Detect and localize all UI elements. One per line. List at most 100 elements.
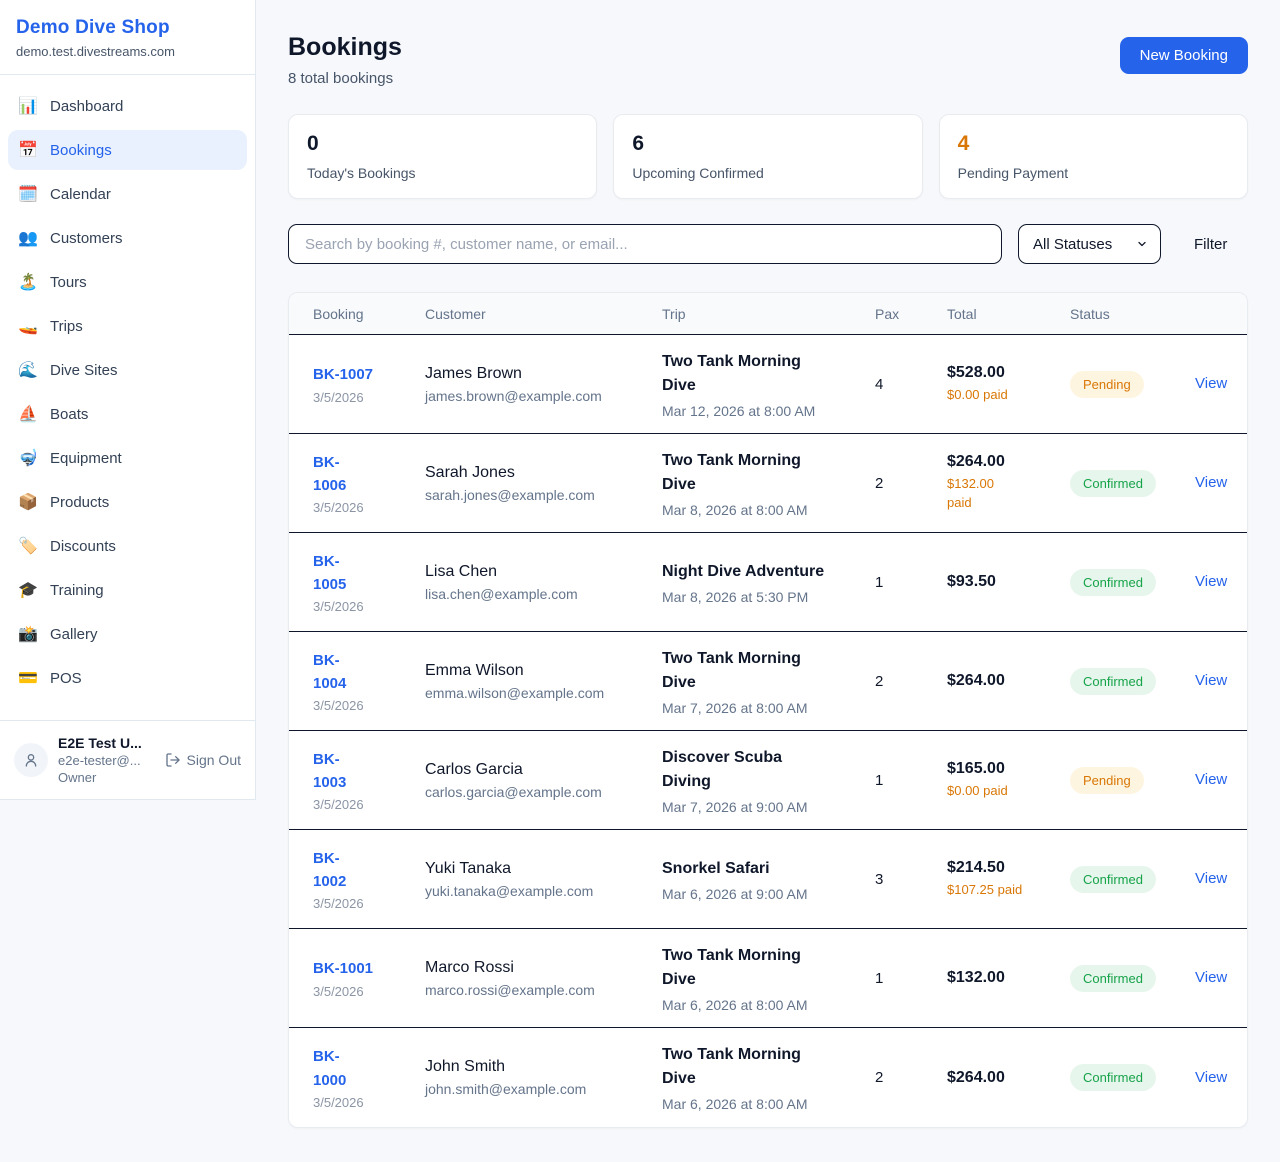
stat-value: 0 xyxy=(307,132,319,155)
booking-date: 3/5/2026 xyxy=(313,599,364,615)
trip-name: Night Dive Adventure xyxy=(662,562,825,580)
trip-datetime: Mar 6, 2026 at 8:00 AM xyxy=(662,1096,808,1112)
view-link[interactable]: View xyxy=(1195,672,1228,689)
search-input[interactable] xyxy=(288,224,1002,264)
sidebar-item-label: Discounts xyxy=(50,537,116,555)
booking-date: 3/5/2026 xyxy=(313,389,364,405)
status-filter-select[interactable]: All Statuses xyxy=(1018,224,1161,264)
sidebar-item-discounts[interactable]: 🏷️ Discounts xyxy=(8,526,247,566)
booking-id-link[interactable]: BK- 1005 xyxy=(313,552,347,593)
sidebar-item-gallery[interactable]: 📸 Gallery xyxy=(8,614,247,654)
column-header-trip: Trip xyxy=(662,305,686,322)
customer-name: Lisa Chen xyxy=(425,562,498,580)
trip-datetime: Mar 7, 2026 at 9:00 AM xyxy=(662,798,808,815)
shop-name[interactable]: Demo Dive Shop xyxy=(16,17,170,38)
column-header-booking: Booking xyxy=(313,305,364,322)
package-icon: 📦 xyxy=(18,494,38,511)
sidebar-item-label: POS xyxy=(50,669,82,687)
trip-datetime: Mar 7, 2026 at 8:00 AM xyxy=(662,699,808,716)
trip-datetime: Mar 8, 2026 at 5:30 PM xyxy=(662,588,809,605)
user-footer: E2E Test U... e2e-tester@... Owner Sign … xyxy=(0,720,255,799)
pax-count: 1 xyxy=(875,969,884,987)
trip-name: Two Tank Morning Dive xyxy=(662,649,801,691)
status-badge: Pending xyxy=(1070,766,1144,794)
view-link[interactable]: View xyxy=(1195,573,1228,590)
booking-date: 3/5/2026 xyxy=(313,698,364,714)
customer-email: emma.wilson@example.com xyxy=(425,684,605,701)
sidebar-item-products[interactable]: 📦 Products xyxy=(8,482,247,522)
sidebar-item-bookings[interactable]: 📅 Bookings xyxy=(8,130,247,170)
customer-email: marco.rossi@example.com xyxy=(425,981,595,998)
sidebar-item-calendar[interactable]: 🗓️ Calendar xyxy=(8,174,247,214)
total-amount: $214.50 xyxy=(947,858,1005,876)
sidebar-item-boats[interactable]: ⛵ Boats xyxy=(8,394,247,434)
new-booking-button[interactable]: New Booking xyxy=(1119,37,1248,74)
sidebar-item-training[interactable]: 🎓 Training xyxy=(8,570,247,610)
customer-name: Yuki Tanaka xyxy=(425,859,511,877)
sidebar-item-label: Boats xyxy=(50,405,89,423)
status-badge: Confirmed xyxy=(1070,964,1156,992)
filter-button[interactable]: Filter xyxy=(1194,235,1228,253)
booking-id-link[interactable]: BK-1001 xyxy=(313,960,374,978)
bookings-table: Booking Customer Trip Pax Total Status B… xyxy=(288,292,1248,1128)
trip-datetime: Mar 8, 2026 at 8:00 AM xyxy=(662,501,808,518)
total-amount: $132.00 xyxy=(947,969,1005,986)
speedboat-icon: 🚤 xyxy=(18,318,38,335)
trip-datetime: Mar 6, 2026 at 9:00 AM xyxy=(662,885,808,902)
sidebar-item-label: Bookings xyxy=(50,141,112,159)
status-badge: Confirmed xyxy=(1070,865,1156,893)
sidebar-item-label: Dive Sites xyxy=(50,361,118,379)
column-header-customer: Customer xyxy=(425,305,486,322)
view-link[interactable]: View xyxy=(1195,1068,1228,1086)
trip-name: Snorkel Safari xyxy=(662,859,770,877)
sidebar-item-customers[interactable]: 👥 Customers xyxy=(8,218,247,258)
page-title: Bookings xyxy=(288,33,402,61)
view-link[interactable]: View xyxy=(1195,771,1228,788)
customer-email: sarah.jones@example.com xyxy=(425,486,595,503)
booking-id-link[interactable]: BK- 1002 xyxy=(313,849,347,890)
paid-amount: $0.00 paid xyxy=(947,386,1008,402)
status-badge: Confirmed xyxy=(1070,667,1156,695)
sidebar-item-dive-sites[interactable]: 🌊 Dive Sites xyxy=(8,350,247,390)
sign-out-button[interactable]: Sign Out xyxy=(165,752,241,768)
customer-email: john.smith@example.com xyxy=(425,1081,587,1097)
view-link[interactable]: View xyxy=(1195,870,1228,887)
table-row: BK- 1000 3/5/2026 John Smith john.smith@… xyxy=(289,1028,1247,1127)
customer-name: John Smith xyxy=(425,1058,506,1075)
view-link[interactable]: View xyxy=(1195,969,1228,986)
diving-mask-icon: 🤿 xyxy=(18,450,38,467)
total-amount: $264.00 xyxy=(947,1068,1005,1086)
booking-id-link[interactable]: BK- 1003 xyxy=(313,750,347,791)
sidebar-item-label: Training xyxy=(50,581,104,599)
trip-name: Two Tank Morning Dive xyxy=(662,451,801,493)
divider xyxy=(0,74,255,75)
stat-card-upcoming-confirmed: 6 Upcoming Confirmed xyxy=(613,114,923,199)
total-amount: $93.50 xyxy=(947,573,996,590)
sidebar-item-dashboard[interactable]: 📊 Dashboard xyxy=(8,86,247,126)
view-link[interactable]: View xyxy=(1195,375,1228,392)
booking-id-link[interactable]: BK- 1000 xyxy=(313,1048,347,1089)
booking-date: 3/5/2026 xyxy=(313,1094,364,1110)
sidebar-item-tours[interactable]: 🏝️ Tours xyxy=(8,262,247,302)
column-header-status: Status xyxy=(1070,305,1110,322)
total-amount: $528.00 xyxy=(947,363,1005,381)
pax-count: 1 xyxy=(875,771,884,789)
camera-icon: 📸 xyxy=(18,626,38,643)
booking-id-link[interactable]: BK- 1004 xyxy=(313,651,347,692)
sidebar-item-equipment[interactable]: 🤿 Equipment xyxy=(8,438,247,478)
column-header-total: Total xyxy=(947,305,977,322)
pax-count: 2 xyxy=(875,672,884,690)
status-badge: Confirmed xyxy=(1070,1064,1156,1091)
booking-id-link[interactable]: BK- 1006 xyxy=(313,453,347,494)
main-content: Bookings 8 total bookings New Booking 0 … xyxy=(256,0,1280,1160)
view-link[interactable]: View xyxy=(1195,474,1228,491)
sailboat-icon: ⛵ xyxy=(18,406,38,423)
sidebar-item-label: Tours xyxy=(50,273,87,291)
stat-card-todays-bookings: 0 Today's Bookings xyxy=(288,114,598,199)
sidebar-item-trips[interactable]: 🚤 Trips xyxy=(8,306,247,346)
booking-id-link[interactable]: BK-1007 xyxy=(313,366,374,384)
sidebar-item-pos[interactable]: 💳 POS xyxy=(8,658,247,698)
stat-card-pending-payment: 4 Pending Payment xyxy=(938,114,1248,199)
stat-value: 6 xyxy=(632,132,645,155)
table-row: BK- 1002 3/5/2026 Yuki Tanaka yuki.tanak… xyxy=(289,830,1247,929)
